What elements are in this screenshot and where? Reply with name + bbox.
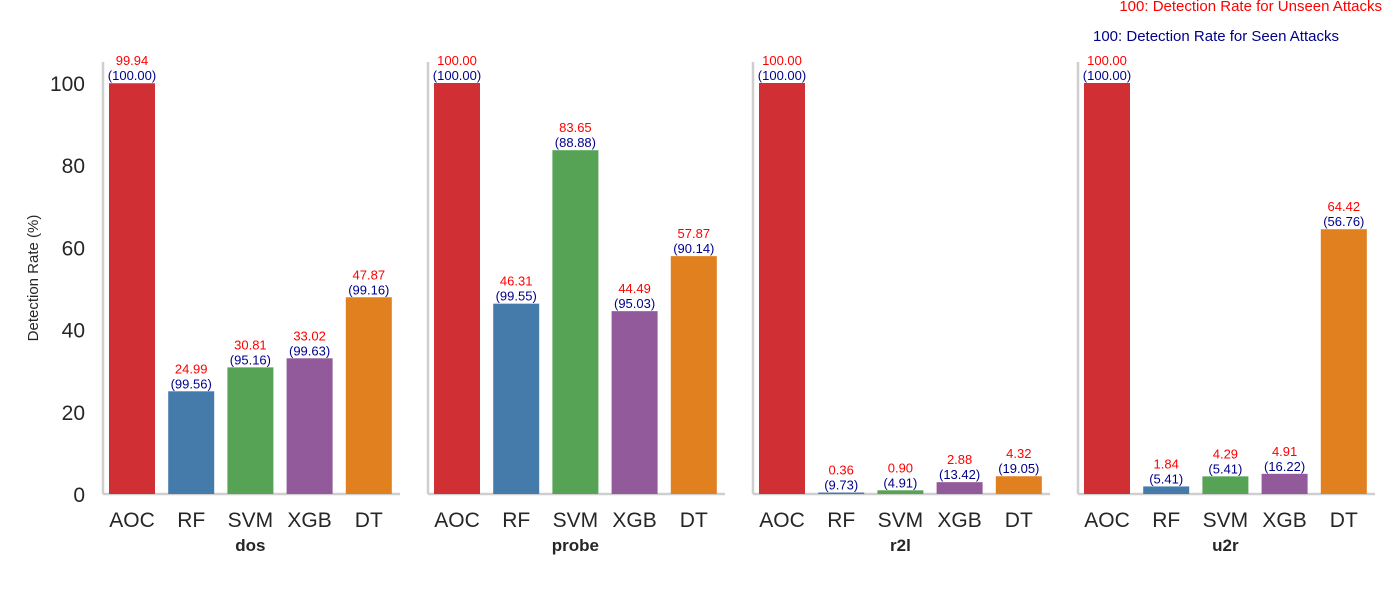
bar-dos-aoc [109, 83, 155, 495]
seen-rate-label: (5.41) [1149, 471, 1183, 486]
seen-rate-label: (16.22) [1264, 459, 1305, 474]
bar-r2l-xgb [936, 482, 983, 494]
seen-rate-label: (100.00) [758, 68, 806, 83]
bar-probe-svm [552, 150, 599, 495]
unseen-rate-label: 30.81 [234, 337, 267, 352]
x-tick-label: RF [177, 509, 205, 532]
bar-r2l-aoc [759, 83, 805, 494]
unseen-rate-label: 99.94 [116, 53, 149, 68]
x-tick-label: SVM [878, 509, 924, 532]
unseen-rate-label: 2.88 [947, 452, 972, 467]
seen-rate-label: (9.73) [824, 478, 858, 493]
x-tick-label: XGB [1262, 509, 1306, 532]
x-tick-label: SVM [228, 509, 274, 532]
bar-probe-dt [670, 256, 717, 494]
unseen-rate-label: 33.02 [293, 328, 326, 343]
seen-rate-label: (95.03) [614, 296, 655, 311]
seen-rate-label: (56.76) [1323, 214, 1364, 229]
x-tick-label: RF [1152, 509, 1180, 532]
bar-probe-rf [493, 303, 540, 494]
unseen-rate-label: 0.36 [829, 463, 854, 478]
bar-r2l-dt [995, 476, 1042, 494]
bar-dos-dt [345, 297, 392, 494]
seen-rate-label: (100.00) [1083, 68, 1131, 83]
bar-dos-svm [227, 367, 274, 494]
unseen-rate-label: 83.65 [559, 120, 592, 135]
unseen-rate-label: 1.84 [1154, 456, 1179, 471]
unseen-rate-label: 24.99 [175, 361, 208, 376]
seen-rate-label: (95.16) [230, 352, 271, 367]
seen-rate-label: (99.16) [348, 282, 389, 297]
unseen-rate-label: 100.00 [1087, 53, 1127, 68]
x-tick-label: DT [1330, 509, 1358, 532]
bar-dos-rf [168, 391, 215, 494]
x-tick-label: XGB [612, 509, 656, 532]
y-tick-label: 80 [62, 155, 85, 178]
x-tick-label: DT [1005, 509, 1033, 532]
seen-rate-label: (99.55) [496, 289, 537, 304]
seen-rate-label: (100.00) [108, 68, 156, 83]
x-tick-label: RF [502, 509, 530, 532]
unseen-rate-label: 47.87 [353, 267, 386, 282]
seen-rate-label: (90.14) [673, 241, 714, 256]
y-tick-label: 40 [62, 320, 85, 343]
legend-unseen: 100: Detection Rate for Unseen Attacks [1119, 0, 1382, 15]
bar-probe-xgb [611, 311, 658, 494]
unseen-rate-label: 46.31 [500, 274, 533, 289]
y-tick-label: 0 [73, 484, 85, 507]
unseen-rate-label: 100.00 [762, 53, 802, 68]
x-tick-label: XGB [937, 509, 981, 532]
seen-rate-label: (4.91) [883, 475, 917, 490]
bar-dos-xgb [286, 358, 333, 494]
unseen-rate-label: 4.29 [1213, 446, 1238, 461]
seen-rate-label: (19.05) [998, 461, 1039, 476]
panel-title: r2l [890, 536, 911, 555]
unseen-rate-label: 100.00 [437, 53, 477, 68]
bar-u2r-dt [1320, 229, 1367, 494]
y-tick-label: 100 [50, 73, 85, 96]
x-tick-label: DT [680, 509, 708, 532]
x-tick-label: DT [355, 509, 383, 532]
bar-u2r-rf [1143, 486, 1190, 494]
unseen-rate-label: 44.49 [618, 281, 651, 296]
seen-rate-label: (100.00) [433, 68, 481, 83]
seen-rate-label: (13.42) [939, 467, 980, 482]
seen-rate-label: (99.56) [171, 376, 212, 391]
unseen-rate-label: 0.90 [888, 460, 913, 475]
seen-rate-label: (99.63) [289, 343, 330, 358]
x-tick-label: AOC [434, 509, 480, 532]
x-tick-label: RF [827, 509, 855, 532]
unseen-rate-label: 64.42 [1328, 199, 1361, 214]
y-tick-label: 20 [62, 402, 85, 425]
bar-probe-aoc [434, 83, 480, 494]
seen-rate-label: (88.88) [555, 135, 596, 150]
panel-title: probe [552, 536, 599, 555]
x-tick-label: XGB [287, 509, 331, 532]
x-tick-label: SVM [553, 509, 599, 532]
panel-title: u2r [1212, 536, 1239, 555]
bar-u2r-xgb [1261, 473, 1308, 494]
bar-u2r-svm [1202, 476, 1249, 494]
seen-rate-label: (5.41) [1208, 461, 1242, 476]
panel-title: dos [235, 536, 265, 555]
x-tick-label: SVM [1203, 509, 1249, 532]
unseen-rate-label: 4.32 [1006, 446, 1031, 461]
unseen-rate-label: 57.87 [678, 226, 711, 241]
legend-seen: 100: Detection Rate for Seen Attacks [1093, 28, 1339, 45]
y-axis-label: Detection Rate (%) [25, 215, 42, 342]
unseen-rate-label: 4.91 [1272, 444, 1297, 459]
bar-u2r-aoc [1084, 83, 1130, 494]
x-tick-label: AOC [1084, 509, 1130, 532]
bar-r2l-rf [818, 492, 865, 494]
x-tick-label: AOC [759, 509, 805, 532]
y-tick-label: 60 [62, 237, 85, 260]
bar-r2l-svm [877, 490, 924, 494]
x-tick-label: AOC [109, 509, 155, 532]
